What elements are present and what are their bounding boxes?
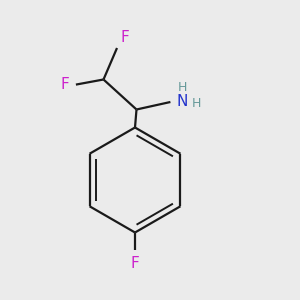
Text: H: H: [178, 81, 187, 94]
Text: F: F: [60, 77, 69, 92]
Text: N: N: [177, 94, 188, 110]
Text: F: F: [121, 30, 130, 45]
Text: H: H: [191, 97, 201, 110]
Text: F: F: [130, 256, 140, 271]
